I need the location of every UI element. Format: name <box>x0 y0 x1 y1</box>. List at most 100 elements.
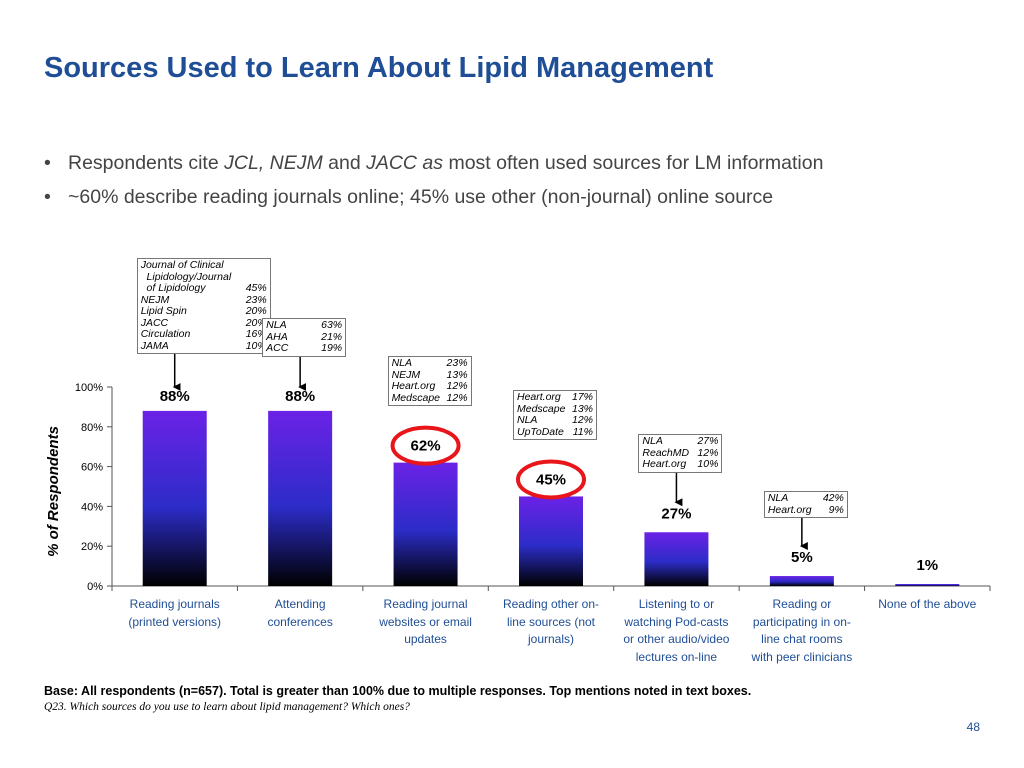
callout-source-name: AHA <box>266 330 288 343</box>
x-category-label-line: line sources (not <box>506 614 596 629</box>
x-category-label-line: Reading other on- <box>502 597 600 611</box>
callout-source-percent: 20% <box>245 316 267 329</box>
callout-source-name: Heart.org <box>767 503 812 516</box>
x-category-label: Reading journals (printed versions) <box>111 596 239 631</box>
callout-source-percent: 12% <box>446 380 468 392</box>
callout-source-name: Lipidology/Journal <box>140 270 232 283</box>
bar-value-label: 62% <box>411 438 441 455</box>
x-category-label-line: line chat rooms <box>761 632 843 646</box>
bullet-glyph: • <box>44 186 51 208</box>
x-category-label-line: Attending <box>274 597 326 611</box>
x-category-label-line: None of the above <box>878 597 977 611</box>
callout-row: AHA 21% <box>266 330 343 344</box>
callout-row: NEJM 23% <box>140 293 267 307</box>
callout-source-name: Heart.org <box>517 391 561 403</box>
bar <box>393 462 458 586</box>
callout-source-name: ReachMD <box>642 446 690 459</box>
callout-row: Lipid Spin 20% <box>141 305 267 318</box>
callout-source-percent: 12% <box>697 446 719 459</box>
callout-row: Journal of Clinical <box>141 259 267 272</box>
x-category-label: Reading or participating in on-line chat … <box>738 596 866 666</box>
callout-source-percent: 45% <box>245 282 267 294</box>
callout-source-percent: 13% <box>571 402 593 415</box>
callout-row: Heart.org 17% <box>517 391 593 404</box>
callout-source-name: NEJM <box>391 368 421 381</box>
x-category-label-line: Listening to or <box>638 597 715 611</box>
bullet-item: • ~60% describe reading journals online; … <box>44 186 823 209</box>
callout-source-percent: 10% <box>697 458 719 470</box>
callout-row: Circulation 16% <box>140 328 267 341</box>
callout-source-percent: 27% <box>697 435 719 447</box>
callout-row: Lipidology/Journal <box>140 270 267 284</box>
callout-row: NLA 27% <box>642 435 719 448</box>
callout-source-name: Medscape <box>391 391 441 404</box>
bullet-text-segment: JACC as <box>366 152 444 174</box>
footnote-base: Base: All respondents (n=657). Total is … <box>44 684 752 698</box>
y-axis-title: % of Respondents <box>45 426 62 557</box>
callout-source-percent: 11% <box>572 425 593 438</box>
callout-source-percent: 21% <box>321 330 343 343</box>
slide-title: Sources Used to Learn About Lipid Manage… <box>44 52 714 84</box>
x-category-label-line: with peer clinicians <box>751 649 853 664</box>
x-category-label-line: websites or email <box>379 614 472 629</box>
callout-source-percent: 12% <box>571 414 593 426</box>
bar-value-label: 5% <box>791 549 813 566</box>
x-category-label-line: Reading journals <box>129 597 220 611</box>
callout-row: NEJM 13% <box>391 368 468 382</box>
bullet-text-segment: most often used sources for LM informati… <box>443 152 824 174</box>
callout-source-name: Medscape <box>517 402 566 415</box>
callout-source-percent: 19% <box>321 342 343 354</box>
x-category-label-line: Reading or <box>772 597 832 611</box>
bar <box>644 532 709 586</box>
callout-row: NLA 63% <box>266 319 343 332</box>
x-category-label-line: updates <box>404 632 447 646</box>
bar-value-label: 88% <box>160 388 190 405</box>
callout-source-percent: 63% <box>321 319 343 331</box>
bar-value-label: 88% <box>285 388 315 405</box>
x-category-label-line: participating in on- <box>752 614 851 629</box>
bullet-glyph: • <box>44 152 51 174</box>
y-tick-label: 40% <box>81 501 103 513</box>
bar-value-label: 45% <box>536 471 566 488</box>
callout-source-name: NLA <box>767 492 789 504</box>
callout-source-percent: 13% <box>446 368 468 381</box>
callout-source-name: Circulation <box>140 328 191 340</box>
callout-box: NLA 23% NEJM 13% Heart.org 12% Medscape 12% <box>387 356 472 406</box>
callout-row: ReachMD 12% <box>642 446 719 460</box>
bullet-text-segment: and <box>322 152 367 174</box>
callout-source-percent: 20% <box>245 305 267 317</box>
callout-source-name: ACC <box>266 342 289 354</box>
callout-row: JAMA 10% <box>141 340 267 353</box>
callout-row: Heart.org 10% <box>642 458 719 471</box>
callout-box: Heart.org 17% Medscape 13% NLA 12% UpToDate 11% <box>513 390 597 440</box>
bar-value-label: 1% <box>916 557 938 574</box>
callout-box: Journal of Clinical Lipidology/Journal o… <box>136 258 271 354</box>
callout-source-percent: 23% <box>446 357 468 369</box>
callout-row: NLA 23% <box>391 357 468 370</box>
callout-row: Medscape 13% <box>517 402 593 416</box>
y-tick-label: 60% <box>81 462 103 474</box>
y-tick-label: 20% <box>81 541 103 553</box>
x-category-label-line: Reading journal <box>383 597 468 611</box>
highlight-circle <box>516 459 586 500</box>
callout-source-name: NLA <box>391 357 412 369</box>
x-category-label-line: (printed versions) <box>128 614 222 629</box>
callout-source-name: NLA <box>642 435 663 447</box>
bar <box>142 410 207 586</box>
highlight-circle <box>390 425 461 466</box>
y-tick-label: 100% <box>75 382 103 394</box>
bullet-text-segment: ~60% describe reading journals online; 4… <box>68 186 774 208</box>
callout-source-name: Heart.org <box>391 380 436 392</box>
callout-source-name: of Lipidology <box>140 282 206 294</box>
callout-source-name: UpToDate <box>517 425 564 438</box>
x-category-label: Attending conferences <box>236 596 364 631</box>
callout-row: ACC 19% <box>266 342 343 355</box>
callout-source-percent: 12% <box>446 391 468 404</box>
callout-row: of Lipidology 45% <box>140 282 267 295</box>
callout-row: NLA 42% <box>767 492 844 505</box>
callout-source-name: NEJM <box>140 293 170 306</box>
callout-source-percent: 23% <box>245 293 267 306</box>
bar <box>268 410 333 586</box>
callout-source-name: JACC <box>140 316 169 329</box>
x-category-label-line: or other audio/video <box>623 632 730 646</box>
